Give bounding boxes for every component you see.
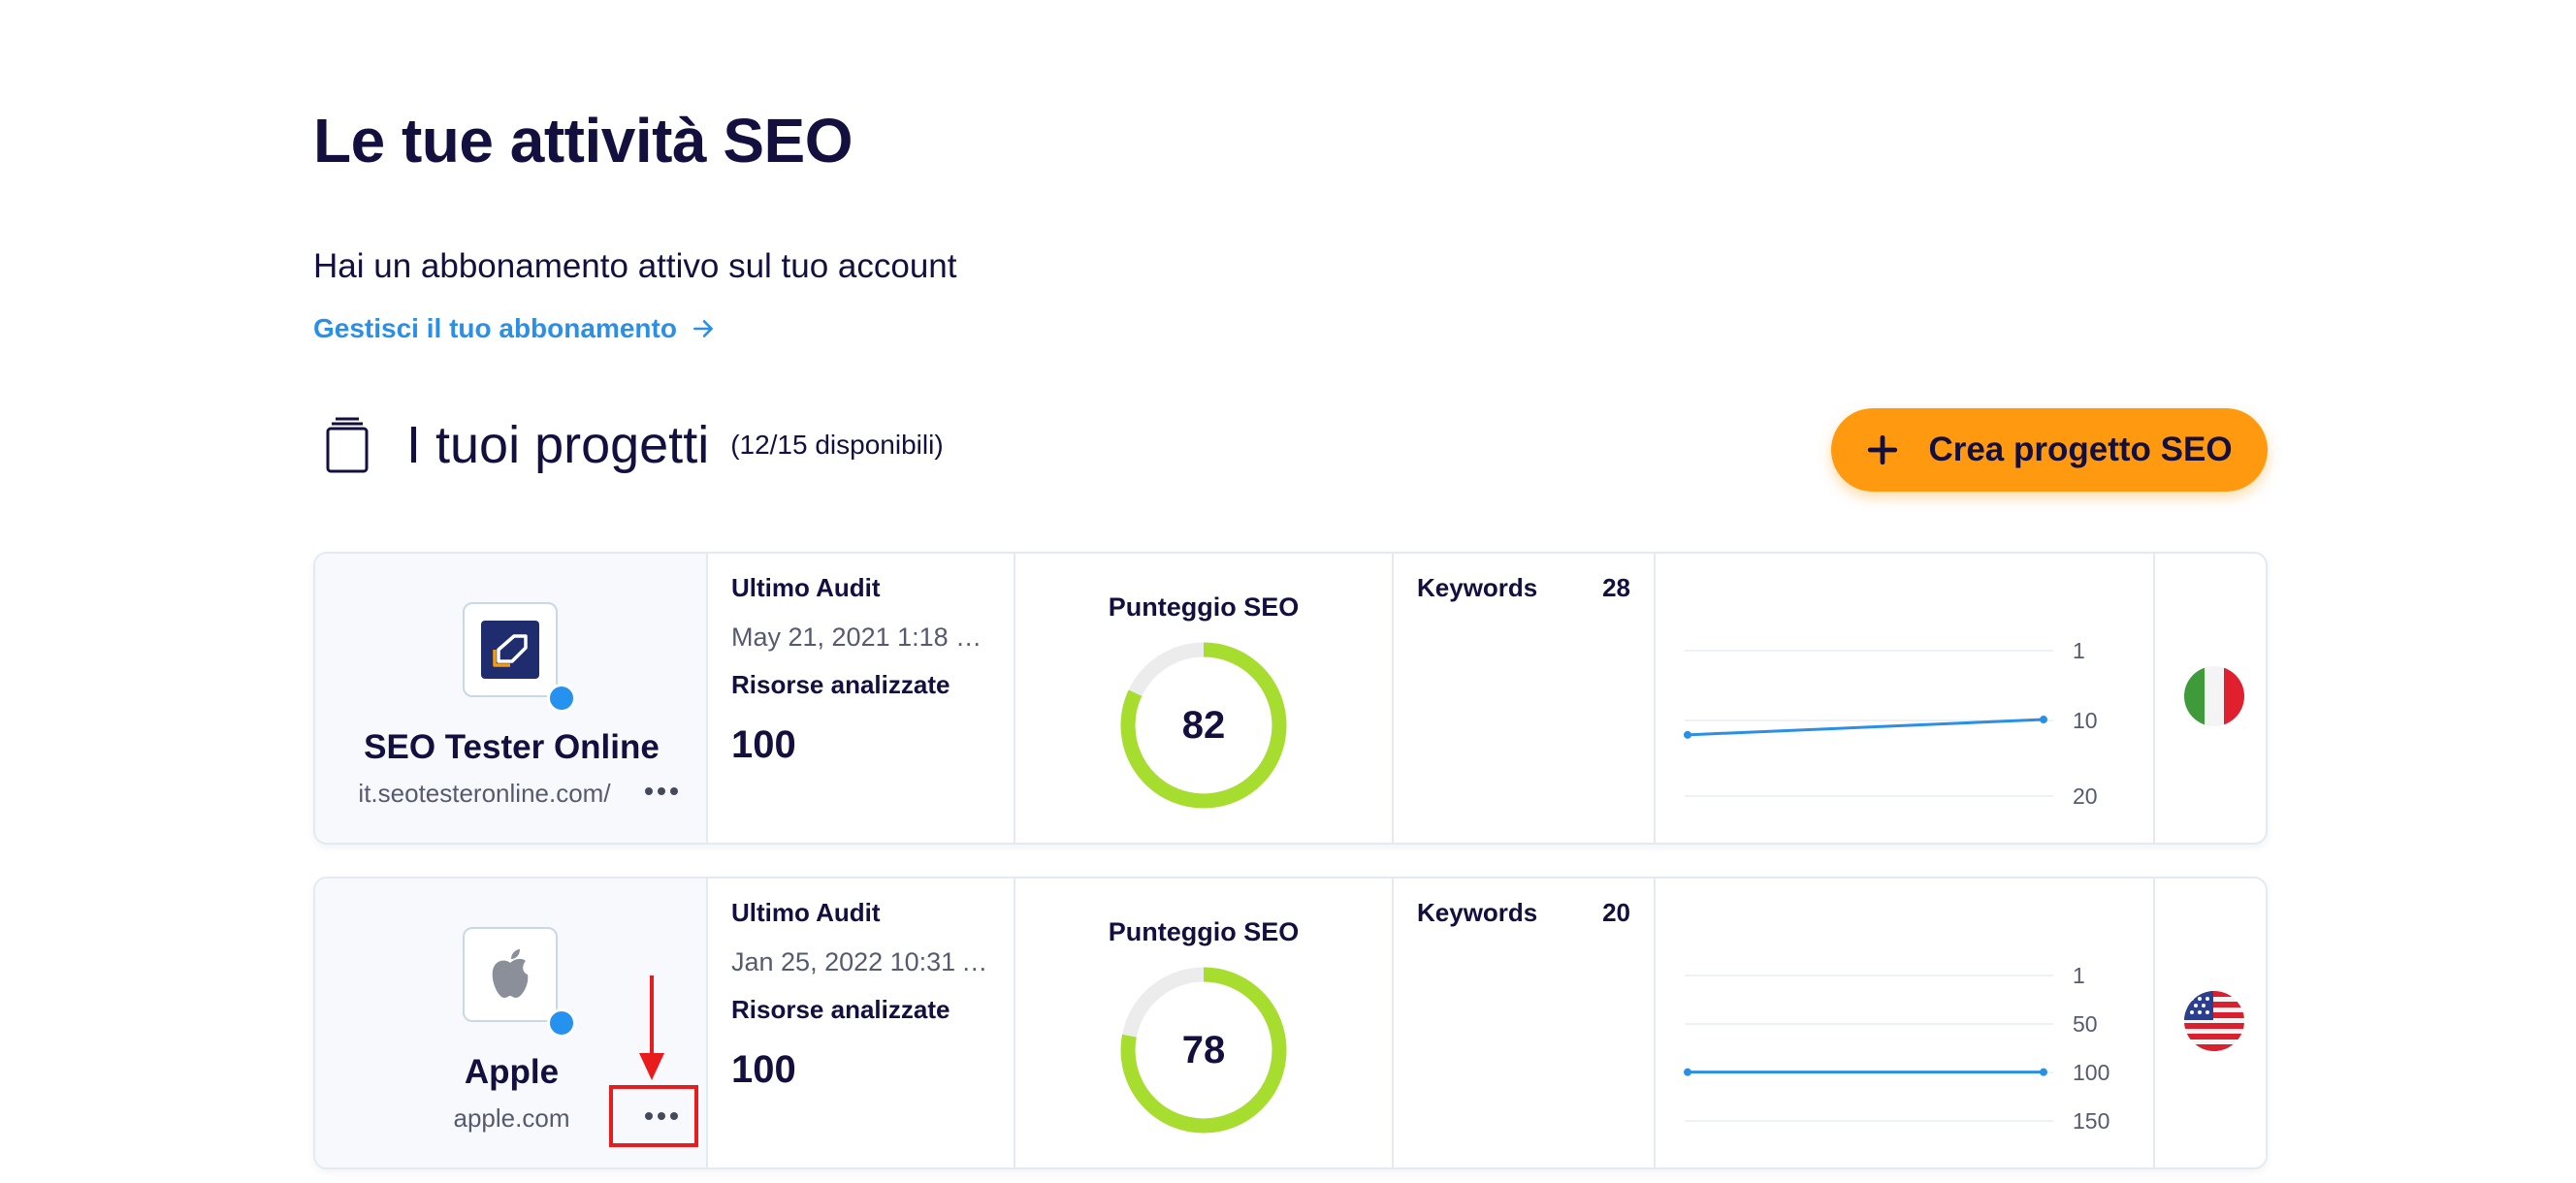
resources-label: Risorse analizzate (731, 670, 950, 699)
project-menu-button[interactable] (645, 779, 678, 804)
chart-tick-label: 100 (2073, 1060, 2109, 1085)
dot-icon (658, 1112, 665, 1120)
chart-series-line (1687, 718, 2045, 737)
seo-score-gauge (1120, 967, 1287, 1134)
last-audit-date: Jan 25, 2022 10:31 AM (731, 947, 993, 976)
last-audit-label: Ultimo Audit (731, 898, 881, 927)
keywords-label: Keywords (1417, 573, 1538, 602)
resources-value: 100 (731, 723, 796, 766)
last-audit-date: May 21, 2021 1:18 PM (731, 623, 993, 652)
resources-value: 100 (731, 1048, 796, 1091)
project-logo (463, 927, 558, 1022)
chart-tick-label: 150 (2073, 1108, 2109, 1134)
projects-title: I tuoi progetti (406, 416, 710, 474)
keywords-column: Keywords 20 (1394, 879, 1656, 1167)
projects-stack-icon (326, 417, 369, 473)
chart-point (1684, 730, 1691, 739)
keywords-column: Keywords 28 (1394, 554, 1656, 843)
chart-point (2040, 716, 2047, 724)
chart-tick-label: 1 (2073, 638, 2085, 663)
audit-column: Ultimo Audit Jan 25, 2022 10:31 AM Risor… (708, 879, 1015, 1167)
chart-tick-label: 10 (2073, 708, 2098, 733)
project-card-seo-tester-online[interactable]: SEO Tester Online it.seotesteronline.com… (313, 552, 2268, 845)
gauge-fill (1120, 642, 1287, 809)
chart-point (2040, 1068, 2047, 1076)
gauge-fill (1120, 967, 1287, 1134)
seo-score-label: Punteggio SEO (1108, 917, 1300, 946)
seo-score-gauge (1120, 642, 1287, 809)
ranking-chart-column: 1 50 100 150 (1656, 879, 2155, 1167)
manage-subscription-label: Gestisci il tuo abbonamento (313, 313, 677, 343)
project-site-column: SEO Tester Online it.seotesteronline.com… (315, 554, 708, 843)
project-status-dot (547, 1008, 576, 1038)
country-column (2155, 554, 2266, 843)
seo-tester-logo-icon (481, 621, 539, 679)
country-column (2155, 879, 2266, 1167)
project-menu-button[interactable] (645, 1103, 678, 1129)
apple-logo-icon (492, 949, 529, 998)
arrow-down-annotation-icon (639, 975, 664, 1080)
seo-score-value: 78 (1181, 1028, 1226, 1071)
dot-icon (670, 1112, 678, 1120)
project-name: Apple (464, 1053, 560, 1091)
dot-icon (670, 787, 678, 795)
projects-count: (12/15 disponibili) (730, 430, 944, 460)
project-status-dot (547, 684, 576, 713)
seo-score-label: Punteggio SEO (1108, 592, 1300, 622)
last-audit-label: Ultimo Audit (731, 573, 881, 602)
seo-score-value: 82 (1181, 703, 1226, 747)
manage-subscription-link[interactable]: Gestisci il tuo abbonamento (313, 313, 716, 344)
create-seo-project-button[interactable]: Crea progetto SEO (1831, 408, 2268, 492)
seo-score-column: Punteggio SEO 82 (1015, 554, 1394, 843)
projects-header: I tuoi progetti (12/15 disponibili) (325, 415, 944, 475)
project-logo (463, 602, 558, 697)
dot-icon (645, 1112, 653, 1120)
project-card-apple[interactable]: Apple apple.com Ultimo Audit Jan 25, 202… (313, 877, 2268, 1169)
keywords-count: 20 (1602, 898, 1630, 927)
create-seo-project-label: Crea progetto SEO (1928, 431, 2233, 468)
resources-label: Risorse analizzate (731, 995, 950, 1024)
keywords-count: 28 (1602, 573, 1630, 602)
subscription-status: Hai un abbonamento attivo sul tuo accoun… (313, 247, 957, 285)
dot-icon (658, 787, 665, 795)
arrow-right-icon (692, 320, 713, 337)
keywords-label: Keywords (1417, 898, 1538, 927)
plus-icon (1868, 434, 1898, 465)
page-title: Le tue attività SEO (313, 106, 853, 176)
project-site-column: Apple apple.com (315, 879, 708, 1167)
usa-flag-icon (2184, 991, 2244, 1051)
chart-point (1684, 1068, 1691, 1076)
project-name: SEO Tester Online (364, 728, 660, 766)
chart-tick-label: 1 (2073, 963, 2085, 988)
highlight-box (609, 1085, 698, 1147)
audit-column: Ultimo Audit May 21, 2021 1:18 PM Risors… (708, 554, 1015, 843)
seo-score-column: Punteggio SEO 78 (1015, 879, 1394, 1167)
chart-tick-label: 20 (2073, 783, 2098, 809)
ranking-chart-column: 1 10 20 (1656, 554, 2155, 843)
project-url: apple.com (453, 1103, 570, 1133)
chart-tick-label: 50 (2073, 1011, 2098, 1037)
ranking-chart: 1 10 20 (1684, 638, 2098, 809)
project-url: it.seotesteronline.com/ (358, 779, 611, 808)
dot-icon (645, 787, 653, 795)
italy-flag-icon (2184, 666, 2244, 726)
